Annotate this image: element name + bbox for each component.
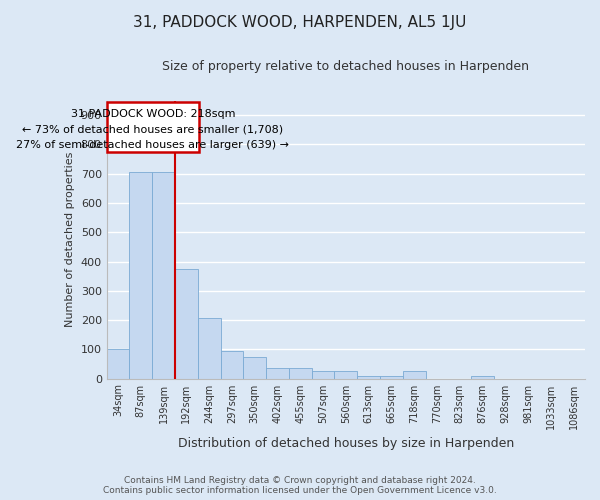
Text: Contains HM Land Registry data © Crown copyright and database right 2024.
Contai: Contains HM Land Registry data © Crown c… <box>103 476 497 495</box>
Bar <box>175 269 198 378</box>
Bar <box>311 371 334 378</box>
Bar <box>244 357 266 378</box>
Bar <box>130 172 152 378</box>
Bar <box>289 368 311 378</box>
Bar <box>357 376 380 378</box>
Text: 31, PADDOCK WOOD, HARPENDEN, AL5 1JU: 31, PADDOCK WOOD, HARPENDEN, AL5 1JU <box>133 15 467 30</box>
Text: 31 PADDOCK WOOD: 218sqm: 31 PADDOCK WOOD: 218sqm <box>71 110 235 120</box>
Text: ← 73% of detached houses are smaller (1,708): ← 73% of detached houses are smaller (1,… <box>22 124 283 134</box>
Title: Size of property relative to detached houses in Harpenden: Size of property relative to detached ho… <box>163 60 529 73</box>
Bar <box>266 368 289 378</box>
Bar <box>152 172 175 378</box>
Bar <box>380 376 403 378</box>
Bar <box>221 351 244 378</box>
FancyBboxPatch shape <box>107 102 199 152</box>
Y-axis label: Number of detached properties: Number of detached properties <box>65 152 75 327</box>
Bar <box>107 350 130 378</box>
Text: 27% of semi-detached houses are larger (639) →: 27% of semi-detached houses are larger (… <box>16 140 289 150</box>
Bar <box>471 376 494 378</box>
X-axis label: Distribution of detached houses by size in Harpenden: Distribution of detached houses by size … <box>178 437 514 450</box>
Bar <box>334 371 357 378</box>
Bar <box>403 371 425 378</box>
Bar <box>198 318 221 378</box>
